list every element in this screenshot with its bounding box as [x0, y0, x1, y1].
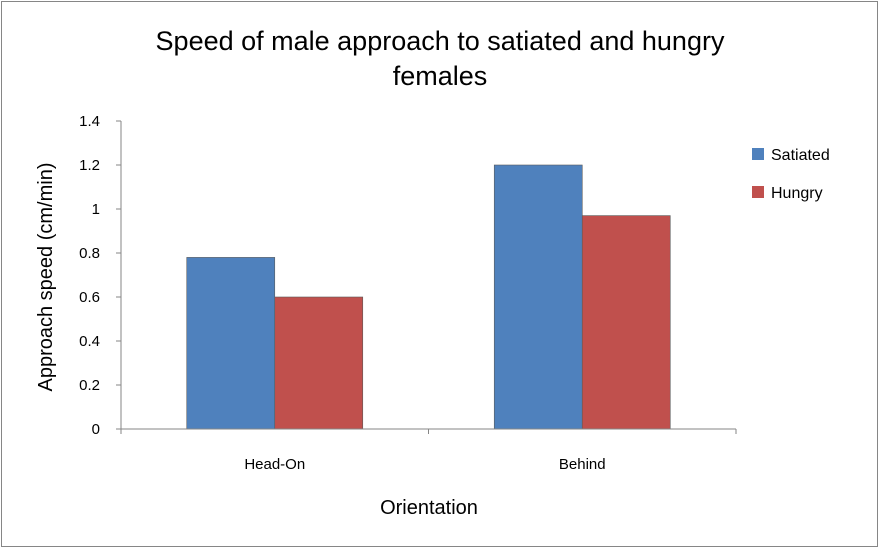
chart-title-line-2: females [393, 61, 488, 91]
y-tick-label: 0.8 [79, 245, 100, 262]
chart-title-line-1: Speed of male approach to satiated and h… [156, 26, 725, 56]
y-axis-ticks: 0 0.2 0.4 0.6 0.8 1 1.2 1.4 [79, 113, 121, 438]
y-tick-label: 0.6 [79, 289, 100, 306]
y-tick-label: 0.2 [79, 377, 100, 394]
y-tick-label: 1 [92, 201, 100, 218]
legend-swatch-hungry [752, 186, 764, 198]
y-tick-label: 0 [92, 421, 100, 438]
bar-hungry-behind [581, 215, 671, 430]
legend-label-hungry: Hungry [771, 185, 823, 202]
y-tick-label: 1.4 [79, 113, 100, 130]
bar-hungry-head-on [274, 296, 364, 430]
y-axis-title: Approach speed (cm/min) [35, 163, 57, 392]
legend-label-satiated: Satiated [771, 147, 830, 164]
bar-satiated-behind [493, 164, 583, 430]
x-tick-label: Head-On [244, 456, 305, 473]
y-tick-label: 1.2 [79, 157, 100, 174]
x-tick-label: Behind [559, 456, 606, 473]
y-tick-label: 0.4 [79, 333, 100, 350]
x-axis-labels: Head-On Behind [244, 456, 605, 473]
bars [120, 164, 737, 434]
legend-swatch-satiated [752, 148, 764, 160]
x-axis-title: Orientation [380, 497, 478, 519]
legend: Satiated Hungry [752, 147, 830, 202]
bar-satiated-head-on [186, 257, 276, 430]
